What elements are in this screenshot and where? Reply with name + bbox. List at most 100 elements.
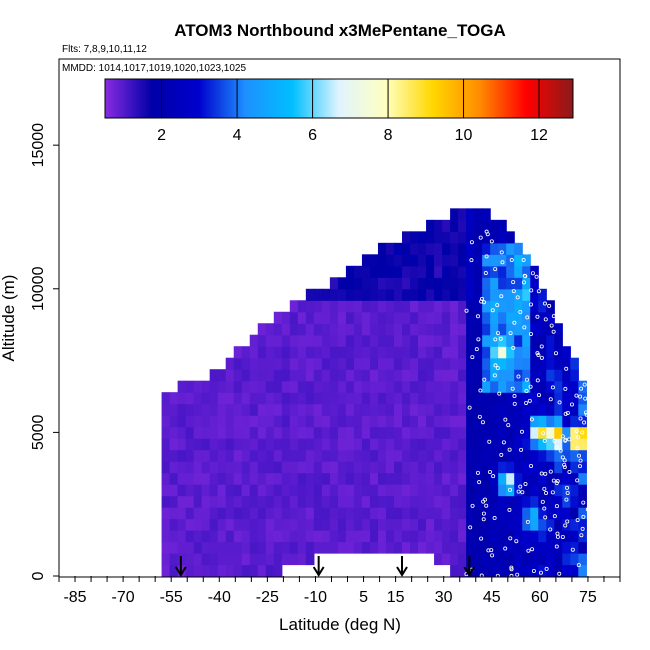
heatmap-cell (385, 518, 395, 531)
heatmap-cell (385, 507, 395, 520)
heatmap-cell (321, 495, 331, 508)
heatmap-cell (249, 415, 259, 428)
heatmap-cell (538, 415, 547, 428)
heatmap-cell (209, 461, 219, 474)
heatmap-cell (201, 530, 211, 543)
heatmap-cell (466, 392, 475, 405)
heatmap-cell (402, 541, 411, 554)
heatmap-cell (161, 484, 171, 497)
heatmap-cell (265, 426, 275, 439)
sample-marker (497, 391, 502, 396)
heatmap-cell (393, 530, 403, 543)
heatmap-cell (410, 254, 419, 267)
heatmap-cell (482, 208, 491, 221)
heatmap-cell (578, 472, 587, 485)
sample-marker (470, 355, 475, 360)
sample-marker (563, 386, 568, 391)
heatmap-cell (193, 518, 203, 531)
heatmap-cell (514, 311, 523, 324)
heatmap-cell (498, 277, 507, 290)
heatmap-cell (450, 208, 459, 221)
heatmap-cell (490, 461, 499, 474)
heatmap-cell (554, 541, 563, 554)
heatmap-cell (169, 449, 179, 462)
heatmap-cell (530, 449, 539, 462)
heatmap-cell (426, 311, 435, 324)
heatmap-cell (522, 311, 531, 324)
heatmap-cell (361, 369, 371, 382)
heatmap-cell (361, 495, 371, 508)
heatmap-cell (450, 426, 459, 439)
heatmap-cell (321, 472, 331, 485)
heatmap-cell (209, 380, 219, 393)
heatmap-cell (498, 369, 507, 382)
heatmap-cell (385, 323, 395, 336)
heatmap-cell (442, 472, 451, 485)
heatmap-cell (281, 541, 291, 554)
x-tick-label: -70 (112, 589, 135, 606)
heatmap-cell (361, 472, 371, 485)
sample-marker (552, 514, 557, 519)
heatmap-cell (361, 380, 371, 393)
heatmap-cell (434, 392, 443, 405)
heatmap-cell (546, 438, 555, 451)
heatmap-cell (161, 426, 171, 439)
heatmap-cell (506, 484, 515, 497)
heatmap-cell (353, 265, 363, 278)
heatmap-cell (538, 311, 547, 324)
heatmap-cell (233, 564, 243, 577)
heatmap-cell (402, 426, 411, 439)
heatmap-cell (530, 369, 539, 382)
heatmap-cell (434, 426, 443, 439)
heatmap-cell (337, 426, 347, 439)
heatmap-cell (393, 472, 403, 485)
heatmap-cell (458, 403, 467, 416)
heatmap-cell (361, 426, 371, 439)
heatmap-cell (233, 541, 243, 554)
heatmap-cell (161, 461, 171, 474)
heatmap-cell (554, 495, 563, 508)
sample-marker (536, 393, 541, 398)
sample-marker (539, 355, 544, 360)
sample-marker (560, 434, 565, 439)
heatmap-cell (377, 438, 387, 451)
heatmap-cell (402, 242, 411, 255)
heatmap-cell (337, 277, 347, 290)
heatmap-cell (546, 311, 555, 324)
heatmap-cell (177, 403, 187, 416)
heatmap-cell (233, 438, 243, 451)
heatmap-cell (329, 449, 339, 462)
heatmap-cell (490, 541, 499, 554)
heatmap-cell (313, 495, 323, 508)
heatmap-cell (313, 369, 323, 382)
heatmap-cell (522, 323, 531, 336)
heatmap-cell (369, 311, 379, 324)
heatmap-cell (353, 346, 363, 359)
heatmap-cell (353, 392, 363, 405)
heatmap-cell (209, 541, 219, 554)
heatmap-cell (538, 541, 547, 554)
heatmap-cell (538, 288, 547, 301)
heatmap-cell (345, 530, 355, 543)
sample-marker (492, 516, 497, 521)
heatmap-cell (466, 288, 475, 301)
heatmap-cell (506, 311, 515, 324)
heatmap-cell (257, 553, 267, 566)
sample-marker (578, 394, 583, 399)
heatmap-cell (305, 392, 315, 405)
heatmap-cell (161, 507, 171, 520)
heatmap-cell (554, 564, 563, 577)
heatmap-cell (201, 415, 211, 428)
heatmap-cell (225, 415, 235, 428)
heatmap-cell (281, 438, 291, 451)
heatmap-cell (273, 518, 283, 531)
heatmap-cell (538, 426, 547, 439)
sample-marker (506, 423, 511, 428)
heatmap-cell (554, 403, 563, 416)
heatmap-cell (482, 438, 491, 451)
heatmap-cell (562, 530, 571, 543)
heatmap-cell (530, 357, 539, 370)
sample-marker (575, 446, 580, 451)
heatmap-cell (257, 495, 267, 508)
sample-marker (507, 447, 512, 452)
